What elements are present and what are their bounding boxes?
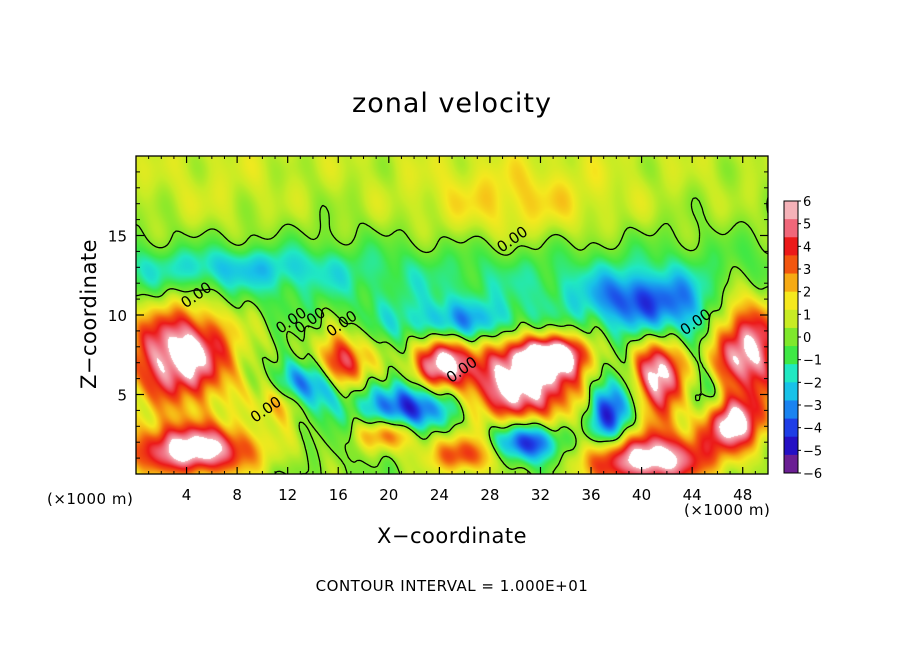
colorbar-swatch bbox=[784, 346, 798, 365]
velocity-field bbox=[136, 156, 768, 474]
colorbar-label: 2 bbox=[803, 286, 811, 301]
x-tick-label: 20 bbox=[379, 486, 398, 504]
x-tick-label: 24 bbox=[430, 486, 449, 504]
colorbar-label: 0 bbox=[803, 331, 811, 346]
x-tick-label: 48 bbox=[733, 486, 752, 504]
colorbar-label: 3 bbox=[803, 263, 811, 278]
contour-zero-line bbox=[135, 197, 769, 475]
colorbar-label: 1 bbox=[803, 308, 811, 323]
colorbar-swatch bbox=[784, 436, 798, 456]
x-tick-label: 4 bbox=[182, 486, 192, 504]
y-tick-label: 10 bbox=[108, 307, 127, 325]
y-axis-ticks: 5 10 15 bbox=[108, 171, 768, 459]
x-tick-label: 40 bbox=[632, 486, 651, 504]
x-tick-label: 12 bbox=[278, 486, 297, 504]
colorbar-swatch bbox=[784, 255, 798, 275]
colorbar-label: −5 bbox=[803, 444, 822, 459]
x-tick-label: 36 bbox=[581, 486, 600, 504]
colorbar-swatch bbox=[784, 309, 798, 329]
colorbar-label: 4 bbox=[803, 240, 811, 255]
x-axis-ticks: 4 8 12 16 20 24 28 32 36 40 44 48 bbox=[148, 156, 756, 504]
x-axis-label: X−coordinate bbox=[377, 524, 527, 548]
x-tick-label: 32 bbox=[531, 486, 550, 504]
colorbar-swatch bbox=[784, 454, 798, 474]
colorbar-label: −6 bbox=[803, 467, 822, 482]
y-tick-label: 5 bbox=[117, 387, 127, 405]
colorbar: 6 5 4 3 2 1 0 −1 −2 −3 −4 −5 −6 bbox=[783, 195, 822, 482]
colorbar-label: 5 bbox=[803, 218, 811, 233]
colorbar-swatch bbox=[784, 418, 798, 438]
colorbar-swatch bbox=[784, 273, 798, 293]
colorbar-swatch bbox=[784, 364, 798, 383]
x-tick-label: 28 bbox=[480, 486, 499, 504]
colorbar-label: −3 bbox=[803, 399, 822, 414]
x-tick-label: 8 bbox=[232, 486, 242, 504]
x-unit-label-right: (×1000 m) bbox=[684, 501, 771, 519]
colorbar-swatch bbox=[784, 219, 798, 238]
colorbar-swatch bbox=[784, 382, 798, 401]
chart-title: zonal velocity bbox=[352, 88, 552, 119]
colorbar-swatch bbox=[784, 400, 798, 420]
colorbar-swatch bbox=[784, 327, 798, 347]
colorbar-swatch bbox=[784, 291, 798, 311]
contour-interval-note: CONTOUR INTERVAL = 1.000E+01 bbox=[315, 577, 589, 595]
colorbar-label: −2 bbox=[803, 376, 822, 391]
colorbar-label: 6 bbox=[803, 195, 811, 210]
contour-lines bbox=[135, 197, 769, 475]
colorbar-label: −4 bbox=[803, 422, 822, 437]
x-tick-label: 44 bbox=[683, 486, 702, 504]
x-tick-label: 16 bbox=[329, 486, 348, 504]
y-tick-label: 15 bbox=[108, 228, 127, 246]
colorbar-swatch bbox=[784, 237, 798, 256]
x-unit-label-left: (×1000 m) bbox=[47, 490, 134, 508]
plot-area: 0.000.000.000.000.000.000.000.00 4 8 12 16 2… bbox=[108, 155, 769, 504]
colorbar-swatch bbox=[784, 201, 798, 220]
colorbar-label: −1 bbox=[803, 354, 822, 369]
